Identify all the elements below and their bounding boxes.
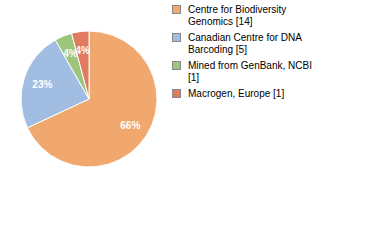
- svg-text:4%: 4%: [75, 45, 90, 56]
- html-text:Mined from GenBank, NCBI [1]: Mined from GenBank, NCBI [1]: [188, 60, 312, 83]
- svg-text:4%: 4%: [63, 48, 78, 60]
- svg-text:23%: 23%: [32, 79, 52, 90]
- html-text:Centre for Biodiversity Genomi: Centre for Biodiversity Genomics [14]: [188, 4, 287, 27]
- html-text:Macrogen, Europe [1]: Macrogen, Europe [1]: [188, 88, 285, 99]
- html-text:Canadian Centre for DNA Barcod: Canadian Centre for DNA Barcoding [5]: [188, 32, 302, 55]
- svg-text:66%: 66%: [120, 120, 140, 131]
